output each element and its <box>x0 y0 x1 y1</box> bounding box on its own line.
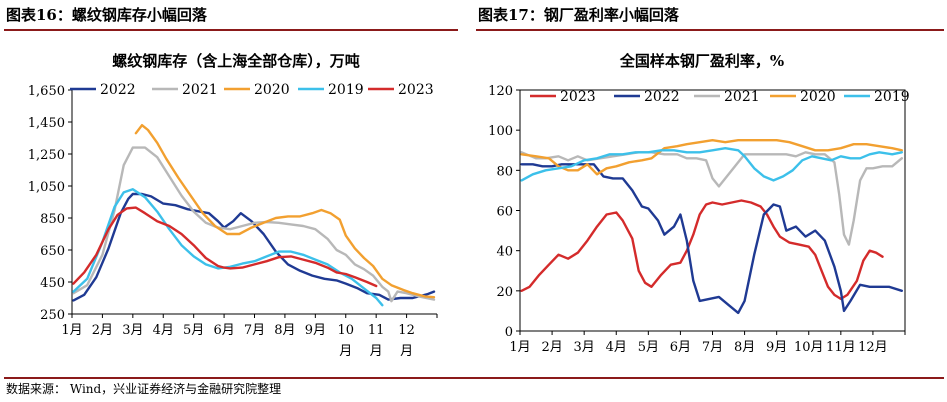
x-tick-label-unit: 月 <box>370 344 383 359</box>
chart-title: 螺纹钢库存（含上海全部仓库），万吨 <box>112 52 360 70</box>
y-tick-label: 20 <box>496 285 513 300</box>
series-line-2019 <box>72 188 384 307</box>
legend-label: 2023 <box>560 89 596 105</box>
x-tick-label: 9月 <box>305 323 326 338</box>
x-tick-label: 6月 <box>213 323 234 338</box>
x-tick-label-unit: 月 <box>339 344 352 359</box>
x-tick-label: 6月 <box>670 340 691 355</box>
series-line-2020 <box>520 139 903 176</box>
footer-rule <box>4 377 944 379</box>
figure17-header: 图表17：钢厂盈利率小幅回落 <box>478 6 679 24</box>
y-tick-label: 80 <box>496 164 513 179</box>
legend-item-2022: 2022 <box>70 82 136 98</box>
y-tick-label: 850 <box>40 212 65 227</box>
y-tick-label: 1,450 <box>28 116 65 131</box>
x-tick-label: 12月 <box>858 340 888 355</box>
x-tick-label-unit: 月 <box>400 344 413 359</box>
x-tick-label: 3月 <box>574 340 595 355</box>
x-tick-label: 7月 <box>244 323 265 338</box>
x-tick-label-number: 12 <box>398 323 415 338</box>
x-tick-label: 5月 <box>183 323 204 338</box>
legend-item-2021: 2021 <box>694 89 760 105</box>
legend-label: 2019 <box>328 82 364 98</box>
series-line-2022 <box>520 163 903 315</box>
x-tick-label-number: 10 <box>337 323 354 338</box>
x-tick-label-number: 11 <box>368 323 385 338</box>
y-tick-label: 0 <box>505 325 513 340</box>
y-tick-label: 1,250 <box>28 148 65 163</box>
y-tick-label: 250 <box>40 308 65 323</box>
x-tick-label: 8月 <box>274 323 295 338</box>
y-tick-label: 60 <box>496 205 513 220</box>
legend-item-2023: 2023 <box>530 89 596 105</box>
legend-item-2019: 2019 <box>298 82 364 98</box>
series-line-2023 <box>72 206 378 288</box>
legend-label: 2021 <box>182 82 218 98</box>
figure16-header: 图表16：螺纹钢库存小幅回落 <box>6 6 207 24</box>
series-line-2019 <box>520 147 903 182</box>
series-line-2023 <box>520 199 884 301</box>
legend-label: 2023 <box>398 82 434 98</box>
x-tick-label: 5月 <box>638 340 659 355</box>
y-tick-label: 650 <box>40 244 65 259</box>
x-tick-label: 7月 <box>702 340 723 355</box>
x-tick-label: 8月 <box>734 340 755 355</box>
x-tick-label: 11月 <box>826 340 856 355</box>
legend-item-2019: 2019 <box>844 89 910 105</box>
x-tick-label: 9月 <box>766 340 787 355</box>
series-line-2021 <box>72 146 436 303</box>
legend-item-2022: 2022 <box>614 89 680 105</box>
legend-label: 2022 <box>644 89 680 105</box>
y-tick-label: 1,650 <box>28 84 65 99</box>
legend-label: 2020 <box>254 82 290 98</box>
legend-item-2020: 2020 <box>224 82 290 98</box>
x-tick-label: 4月 <box>153 323 174 338</box>
x-tick-label: 1月 <box>509 340 530 355</box>
legend-label: 2019 <box>874 89 910 105</box>
y-tick-label: 100 <box>488 124 513 139</box>
x-tick-label: 4月 <box>606 340 627 355</box>
x-tick-label: 10月 <box>794 340 824 355</box>
x-tick-label: 2月 <box>92 323 113 338</box>
chart-title: 全国样本钢厂盈利率，% <box>619 52 784 70</box>
legend-label: 2020 <box>800 89 836 105</box>
legend-item-2021: 2021 <box>152 82 218 98</box>
series-line-2020 <box>134 124 436 299</box>
figure16-header-rule <box>4 29 458 31</box>
source-note: 数据来源： Wind，兴业证券经济与金融研究院整理 <box>6 382 282 396</box>
rebar-inventory-chart: 螺纹钢库存（含上海全部仓库），万吨 250 450 650 850 1,050 1,250 1… <box>28 52 438 359</box>
x-tick-label: 3月 <box>122 323 143 338</box>
y-tick-label: 120 <box>488 84 513 99</box>
steel-mill-profit-chart: 全国样本钢厂盈利率，% 0 20 40 60 80 100 120 1月 2月 3月 4月 5月 6月 7月… <box>488 52 910 355</box>
legend-label: 2021 <box>724 89 760 105</box>
y-tick-label: 40 <box>496 245 513 260</box>
legend-item-2020: 2020 <box>770 89 836 105</box>
x-tick-label: 2月 <box>541 340 562 355</box>
figure17-header-rule <box>476 29 944 31</box>
series-line-2021 <box>520 151 903 246</box>
legend-item-2023: 2023 <box>368 82 434 98</box>
legend-label: 2022 <box>100 82 136 98</box>
y-tick-label: 1,050 <box>28 180 65 195</box>
x-tick-label: 1月 <box>61 323 82 338</box>
y-tick-label: 450 <box>40 276 65 291</box>
